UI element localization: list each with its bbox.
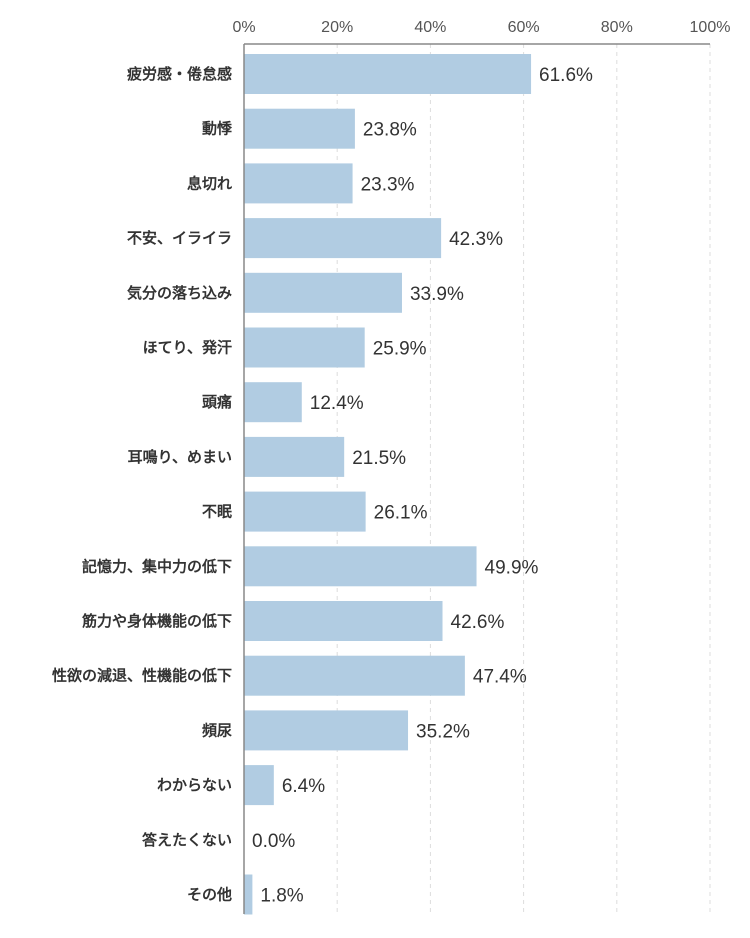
bar — [244, 218, 442, 259]
value-label: 21.5% — [352, 448, 406, 469]
category-label: 頻尿 — [202, 721, 232, 739]
bar — [244, 327, 365, 368]
x-tick-label: 100% — [690, 19, 731, 36]
bar — [244, 436, 345, 477]
bar — [244, 382, 302, 423]
value-label: 25.9% — [373, 339, 427, 360]
value-label: 1.8% — [260, 886, 303, 907]
value-label: 61.6% — [539, 65, 593, 86]
x-tick-label: 0% — [232, 19, 255, 36]
value-label: 42.6% — [451, 612, 505, 633]
value-label: 0.0% — [252, 831, 295, 852]
value-label: 47.4% — [473, 667, 527, 688]
bar — [244, 108, 355, 149]
value-label: 6.4% — [282, 776, 325, 797]
value-label: 12.4% — [310, 393, 364, 414]
category-label: 不安、イライラ — [127, 229, 232, 247]
x-tick-label: 80% — [601, 19, 633, 36]
value-label: 42.3% — [449, 229, 503, 250]
category-label: ほてり、発汗 — [143, 339, 232, 357]
category-label: 気分の落ち込み — [127, 284, 232, 302]
labels: 0% 20% 40% 60% 80% 100% 疲労感・倦怠感 61.6% 動悸 23.8% 息切れ… — [52, 19, 730, 907]
bar — [244, 655, 465, 696]
bars — [244, 54, 532, 915]
x-tick-label: 20% — [321, 19, 353, 36]
bar — [244, 272, 402, 313]
category-label: 筋力や身体機能の低下 — [81, 612, 232, 630]
category-label: 疲労感・倦怠感 — [127, 65, 232, 83]
category-label: 答えたくない — [142, 831, 232, 849]
category-label: 不眠 — [202, 503, 232, 521]
bar — [244, 491, 366, 532]
axes — [243, 43, 710, 914]
category-label: 記憶力、集中力の低下 — [82, 557, 232, 575]
category-label: 耳鳴り、めまい — [128, 448, 232, 466]
x-tick-label: 60% — [508, 19, 540, 36]
x-tick-label: 40% — [414, 19, 446, 36]
bar — [244, 54, 532, 94]
category-label: その他 — [187, 886, 232, 904]
bar — [244, 546, 477, 587]
category-label: わからない — [157, 776, 232, 794]
value-label: 23.8% — [363, 120, 417, 141]
category-label: 動悸 — [202, 120, 233, 138]
bar — [244, 874, 253, 915]
value-label: 35.2% — [416, 721, 470, 742]
value-label: 49.9% — [485, 557, 539, 578]
bar — [244, 765, 274, 806]
bar — [244, 710, 409, 751]
category-label: 息切れ — [187, 174, 232, 192]
value-label: 23.3% — [361, 174, 415, 195]
category-label: 性欲の減退、性機能の低下 — [52, 667, 232, 685]
bar — [244, 601, 443, 641]
category-label: 頭痛 — [202, 393, 232, 411]
bar — [244, 163, 353, 204]
value-label: 33.9% — [410, 284, 464, 305]
value-label: 26.1% — [374, 503, 428, 524]
